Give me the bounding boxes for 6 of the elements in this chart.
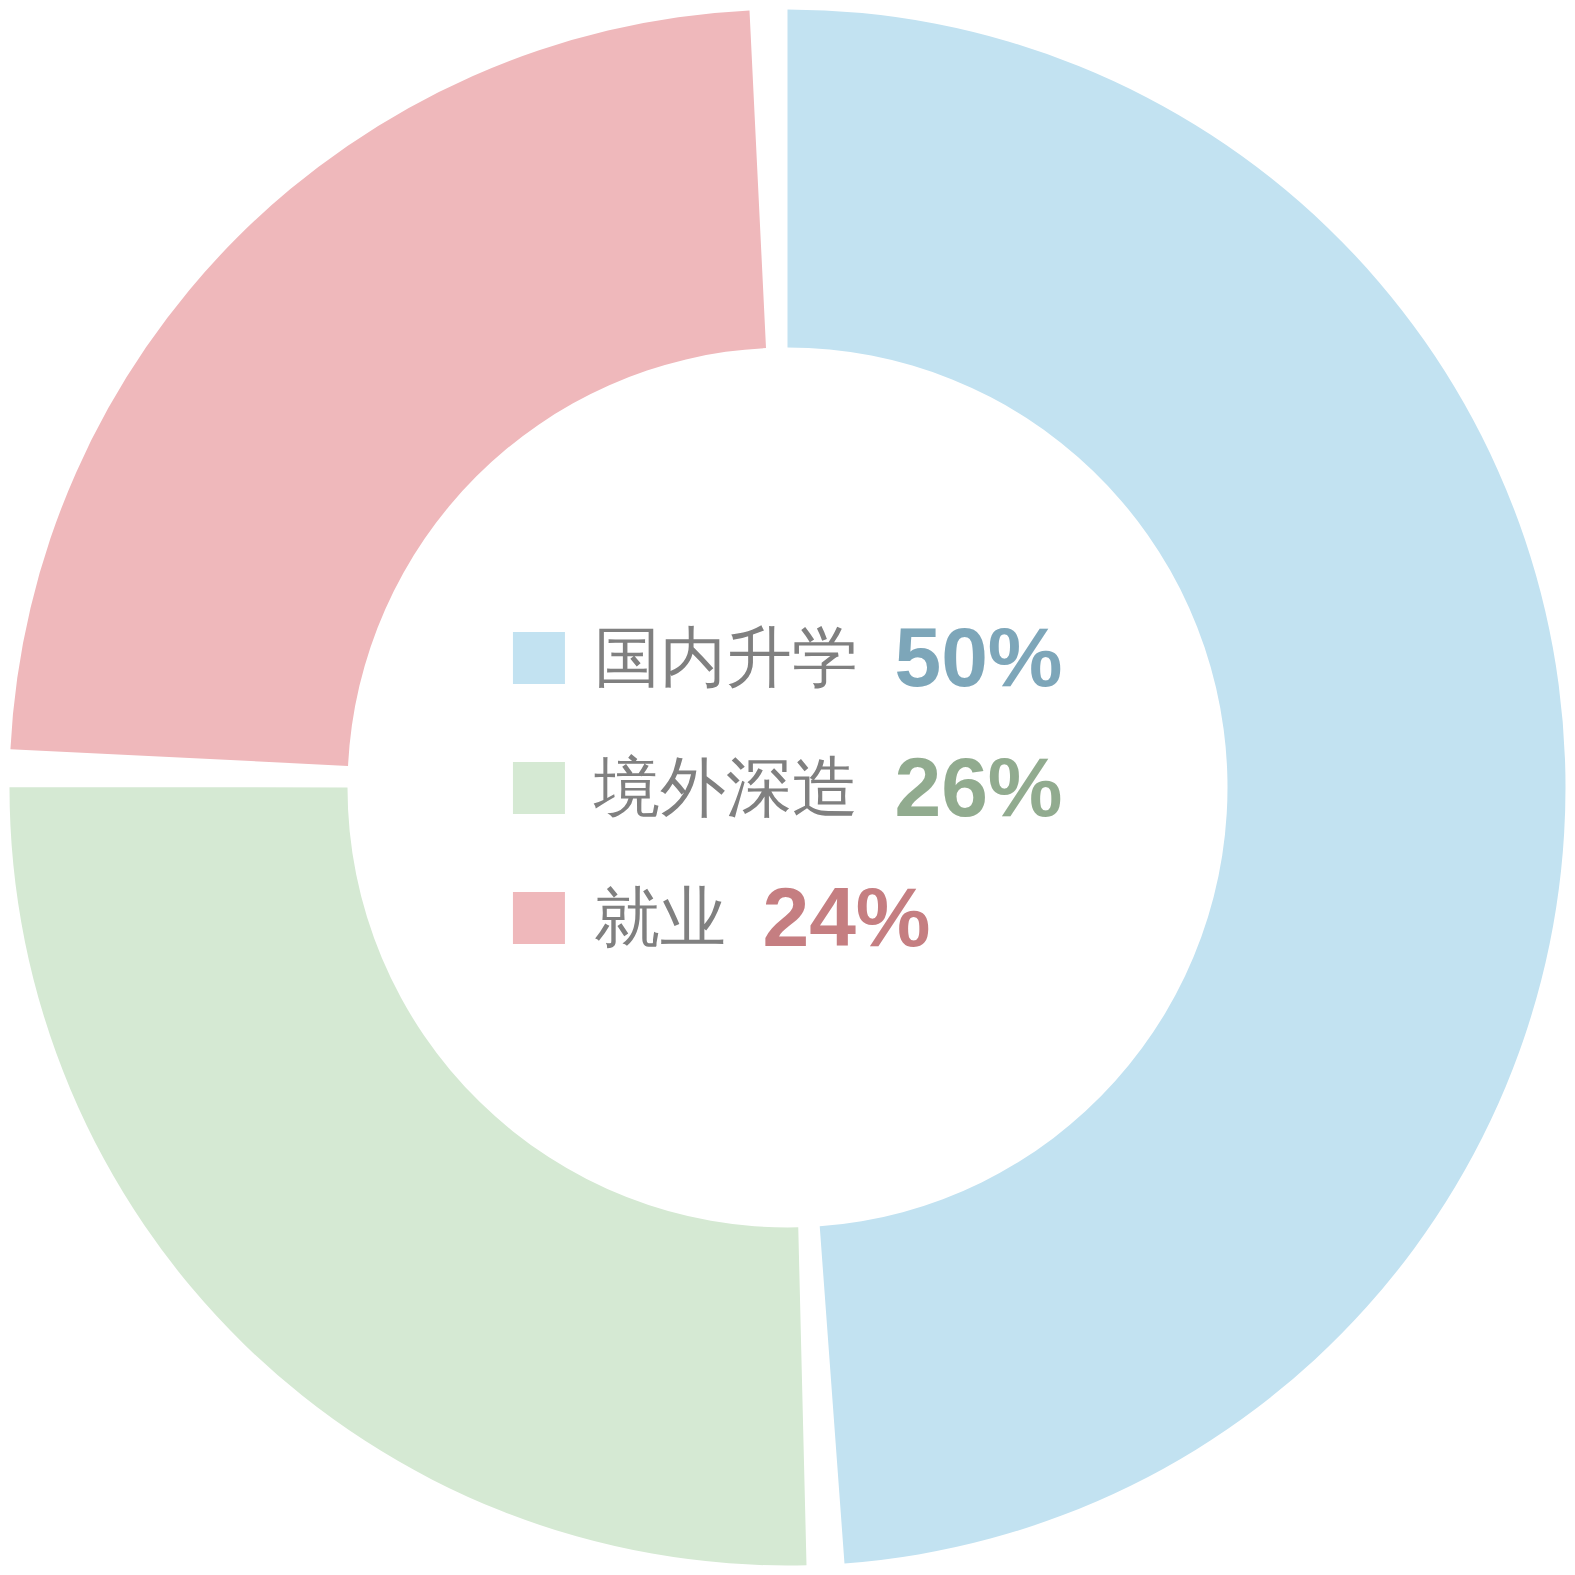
data-label: 50% xyxy=(894,609,1063,706)
legend-label: 就业 xyxy=(594,877,727,958)
data-label: 24% xyxy=(762,869,931,966)
legend-label: 境外深造 xyxy=(594,747,859,828)
data-label: 26% xyxy=(894,739,1063,836)
legend-label: 国内升学 xyxy=(594,617,859,698)
